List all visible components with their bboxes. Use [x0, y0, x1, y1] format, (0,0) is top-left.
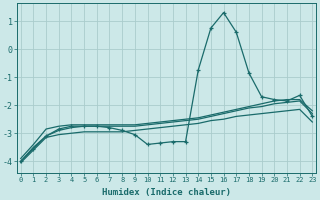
- X-axis label: Humidex (Indice chaleur): Humidex (Indice chaleur): [102, 188, 231, 197]
